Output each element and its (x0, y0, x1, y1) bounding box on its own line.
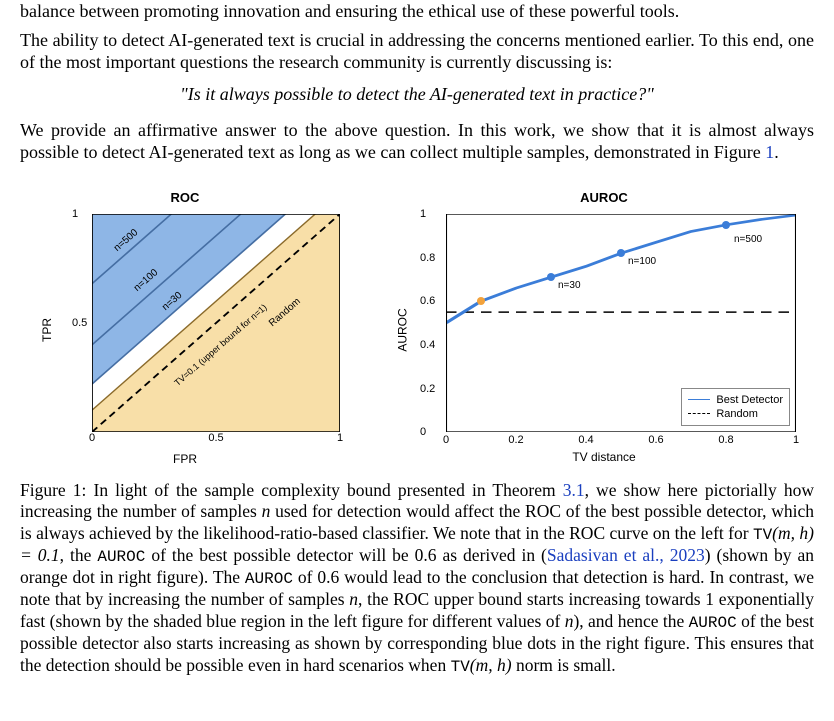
roc-xtick-05: 0.5 (208, 432, 223, 444)
legend-best-label: Best Detector (716, 393, 783, 407)
cap-tvargs2: (m, h) (470, 655, 512, 675)
auroc-xt-0: 0 (443, 434, 449, 446)
auroc-plot-area: n=30 n=100 n=500 Best Detector Random (446, 214, 796, 432)
citation-sadasivan[interactable]: Sadasivan et al. (547, 545, 660, 565)
citation-sep: , (659, 545, 669, 565)
roc-xtick-1: 1 (337, 432, 343, 444)
auroc-chart: AUROC AUROC n (394, 190, 814, 470)
auroc-label-n100: n=100 (628, 256, 656, 267)
figure-1: ROC TPR (20, 190, 814, 470)
auroc-orange-point (477, 297, 485, 305)
auroc-yt-1: 0.2 (420, 383, 435, 395)
cap-auroc1: AUROC (97, 548, 145, 566)
cap-tvfunc1: TV (753, 526, 772, 544)
roc-plot-area: n=500 n=100 n=30 TV=0.1 (upper bound for… (92, 214, 340, 432)
paragraph-answer-a: We provide an affirmative answer to the … (20, 120, 814, 163)
auroc-xt-2: 0.4 (578, 434, 593, 446)
roc-xtick-0: 0 (89, 432, 95, 444)
figure-1-caption: Figure 1: In light of the sample complex… (20, 480, 814, 678)
auroc-ylabel: AUROC (394, 190, 412, 470)
cap-tvfunc2: TV (451, 658, 470, 676)
auroc-ylabel-text: AUROC (396, 308, 410, 351)
paragraph-answer: We provide an affirmative answer to the … (20, 119, 814, 164)
auroc-xlabel: TV distance (394, 450, 814, 464)
roc-ylabel-text: TPR (40, 318, 54, 342)
roc-chart: ROC TPR (20, 190, 350, 470)
auroc-point-n100 (617, 249, 625, 257)
roc-ytick-1: 1 (72, 208, 78, 220)
auroc-xt-1: 0.2 (508, 434, 523, 446)
cap-seg7: of (293, 567, 317, 587)
citation-year-2023[interactable]: 2023 (670, 545, 705, 565)
auroc-label-n30: n=30 (558, 280, 581, 291)
cap-auroc2: AUROC (245, 570, 293, 588)
theorem-ref-31[interactable]: 3.1 (563, 480, 585, 500)
auroc-yt-0: 0 (420, 426, 426, 438)
cap-lead: Figure 1: In light of the sample complex… (20, 480, 563, 500)
auroc-yt-4: 0.8 (420, 252, 435, 264)
auroc-legend: Best Detector Random (681, 388, 790, 426)
roc-ylabel: TPR (38, 190, 56, 470)
legend-best-swatch (688, 399, 710, 400)
legend-best: Best Detector (688, 393, 783, 407)
cap-seg3: , the (60, 545, 98, 565)
legend-random-swatch (688, 413, 710, 414)
paragraph-intro-tail: balance between promoting innovation and… (20, 0, 814, 23)
auroc-xt-3: 0.6 (648, 434, 663, 446)
cap-06b: 0.6 (317, 567, 339, 587)
cap-auroc3: AUROC (689, 614, 737, 632)
auroc-yt-5: 1 (420, 208, 426, 220)
auroc-point-n500 (722, 221, 730, 229)
roc-xlabel: FPR (20, 452, 350, 466)
cap-seg13: norm is small. (512, 655, 616, 675)
auroc-xt-5: 1 (793, 434, 799, 446)
paragraph-detect-intro: The ability to detect AI-generated text … (20, 29, 814, 74)
paragraph-answer-b: . (774, 142, 779, 162)
auroc-label-n500: n=500 (734, 234, 762, 245)
roc-title: ROC (20, 190, 350, 205)
central-quote: "Is it always possible to detect the AI-… (20, 84, 814, 105)
cap-one: 1 (705, 589, 714, 609)
auroc-point-n30 (547, 273, 555, 281)
page: balance between promoting innovation and… (0, 0, 834, 693)
roc-ytick-05: 0.5 (72, 317, 87, 329)
auroc-xt-4: 0.8 (718, 434, 733, 446)
auroc-yt-3: 0.6 (420, 295, 435, 307)
cap-seg5: as derived in ( (437, 545, 547, 565)
cap-seg4: of the best possible detector will be (145, 545, 414, 565)
auroc-title: AUROC (394, 190, 814, 205)
cap-06a: 0.6 (415, 545, 437, 565)
cap-seg11: ), and hence the (573, 611, 688, 631)
cap-seg9: , the ROC upper bound starts increasing … (358, 589, 705, 609)
cap-n2: n (349, 589, 358, 609)
figure-ref-1[interactable]: 1 (765, 142, 774, 162)
auroc-yt-2: 0.4 (420, 339, 435, 351)
roc-svg (92, 214, 340, 432)
legend-random: Random (688, 407, 783, 421)
legend-random-label: Random (716, 407, 758, 421)
